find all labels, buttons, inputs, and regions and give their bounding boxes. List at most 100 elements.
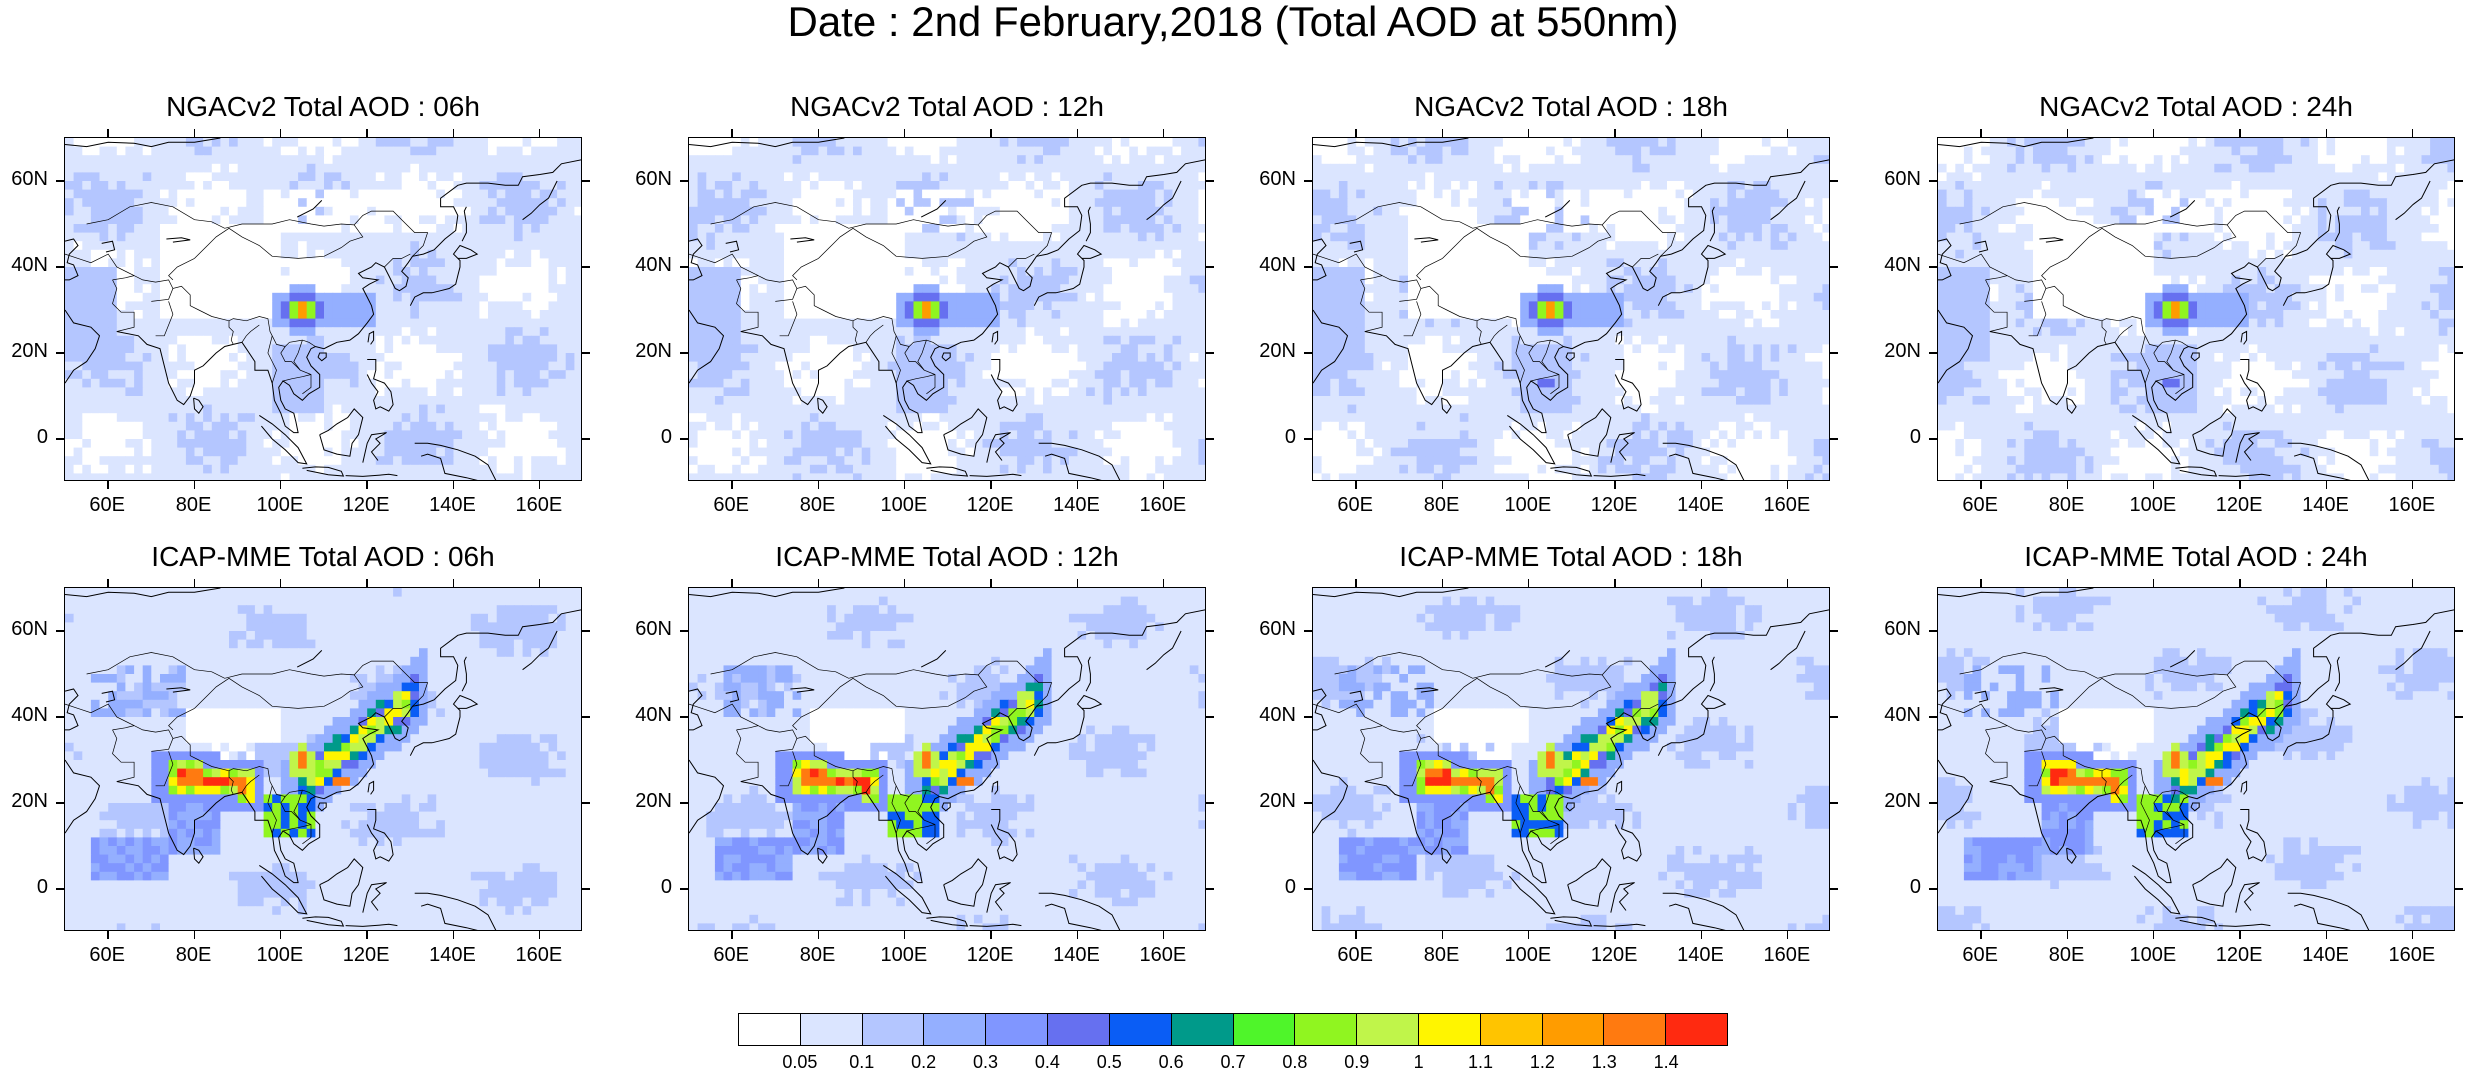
- aod-cell: [393, 267, 402, 276]
- aod-cell: [1060, 164, 1069, 173]
- aod-cell: [836, 387, 845, 396]
- lat-tick: [56, 266, 64, 268]
- aod-cell: [100, 465, 109, 474]
- aod-cell: [741, 456, 750, 465]
- aod-cell: [479, 181, 488, 190]
- aod-cell: [749, 250, 758, 259]
- aod-cell: [100, 267, 109, 276]
- lon-label: 100E: [245, 494, 315, 517]
- aod-cell: [315, 301, 324, 310]
- aod-cell: [827, 215, 836, 224]
- aod-cell: [862, 181, 871, 190]
- aod-cell: [428, 147, 437, 156]
- aod-cell: [549, 396, 558, 405]
- panel-title: NGACv2 Total AOD : 06h: [24, 91, 622, 123]
- aod-cell: [479, 473, 488, 481]
- aod-cell: [974, 465, 983, 474]
- aod-cell: [91, 430, 100, 439]
- aod-cell: [566, 448, 575, 457]
- aod-cell: [1190, 241, 1199, 250]
- aod-cell: [100, 430, 109, 439]
- aod-cell: [724, 422, 733, 431]
- aod-cell: [350, 190, 359, 199]
- aod-cell: [888, 181, 897, 190]
- aod-cell: [82, 396, 91, 405]
- aod-cell: [471, 430, 480, 439]
- aod-cell: [272, 310, 281, 319]
- aod-cell: [134, 310, 143, 319]
- aod-cell: [1052, 370, 1061, 379]
- aod-cell: [1198, 138, 1206, 147]
- aod-cell: [324, 293, 333, 302]
- aod-cell: [784, 258, 793, 267]
- aod-cell: [402, 301, 411, 310]
- aod-cell: [195, 293, 204, 302]
- aod-cell: [82, 456, 91, 465]
- aod-cell: [445, 267, 454, 276]
- aod-cell: [1173, 293, 1182, 302]
- aod-cell: [428, 327, 437, 336]
- aod-cell: [1164, 319, 1173, 328]
- aod-cell: [462, 293, 471, 302]
- aod-cell: [557, 293, 566, 302]
- aod-cell: [566, 396, 575, 405]
- aod-cell: [1026, 293, 1035, 302]
- aod-cell: [1103, 172, 1112, 181]
- aod-cell: [212, 284, 221, 293]
- aod-cell: [212, 439, 221, 448]
- aod-cell: [376, 387, 385, 396]
- aod-cell: [272, 422, 281, 431]
- aod-cell: [1615, 138, 1624, 147]
- aod-cell: [419, 456, 428, 465]
- aod-cell: [689, 172, 698, 181]
- aod-cell: [272, 465, 281, 474]
- aod-cell: [324, 258, 333, 267]
- aod-cell: [557, 422, 566, 431]
- aod-cell: [272, 284, 281, 293]
- aod-cell: [359, 370, 368, 379]
- aod-cell: [1138, 241, 1147, 250]
- aod-cell: [1017, 284, 1026, 293]
- aod-cell: [445, 465, 454, 474]
- aod-cell: [91, 224, 100, 233]
- aod-cell: [1069, 413, 1078, 422]
- aod-cell: [1043, 198, 1052, 207]
- aod-cell: [793, 336, 802, 345]
- aod-cell: [1069, 319, 1078, 328]
- aod-cell: [715, 362, 724, 371]
- aod-cell: [836, 370, 845, 379]
- aod-cell: [801, 301, 810, 310]
- aod-cell: [853, 422, 862, 431]
- aod-cell: [393, 138, 402, 147]
- aod-cell: [948, 155, 957, 164]
- aod-cell: [775, 430, 784, 439]
- aod-cell: [367, 164, 376, 173]
- aod-cell: [758, 456, 767, 465]
- aod-cell: [333, 387, 342, 396]
- aod-cell: [1060, 155, 1069, 164]
- aod-cell: [324, 250, 333, 259]
- aod-cell: [419, 473, 428, 481]
- aod-cell: [914, 181, 923, 190]
- aod-cell: [1069, 215, 1078, 224]
- aod-cell: [307, 147, 316, 156]
- aod-cell: [514, 370, 523, 379]
- aod-cell: [151, 147, 160, 156]
- aod-cell: [91, 190, 100, 199]
- aod-cell: [410, 336, 419, 345]
- aod-cell: [758, 250, 767, 259]
- aod-cell: [1112, 387, 1121, 396]
- aod-cell: [531, 267, 540, 276]
- aod-cell: [1173, 276, 1182, 285]
- aod-cell: [229, 396, 238, 405]
- aod-cell: [957, 396, 966, 405]
- aod-cell: [706, 327, 715, 336]
- aod-cell: [350, 155, 359, 164]
- aod-cell: [540, 379, 549, 388]
- aod-cell: [1198, 413, 1206, 422]
- aod-cell: [125, 164, 134, 173]
- aod-cell: [82, 258, 91, 267]
- aod-cell: [134, 413, 143, 422]
- aod-cell: [810, 250, 819, 259]
- aod-cell: [324, 207, 333, 216]
